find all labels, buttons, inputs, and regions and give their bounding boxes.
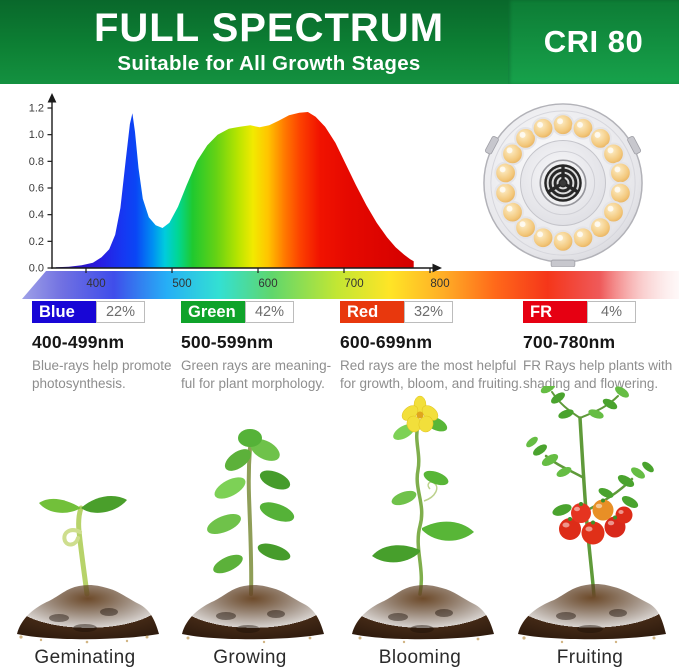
- fruiting-plant-illustration: [518, 386, 666, 644]
- band-column-fr: FR 4% 700-780nm FR Rays help plants with…: [523, 301, 679, 393]
- x-axis-arrow: [432, 263, 442, 273]
- svg-text:700: 700: [344, 278, 363, 290]
- svg-text:0.8: 0.8: [29, 156, 44, 168]
- svg-text:400: 400: [86, 278, 105, 290]
- bulb-rim-ring: [490, 110, 636, 256]
- green-description: Green rays are meaning-ful for plant mor…: [181, 358, 332, 391]
- svg-text:0.6: 0.6: [29, 183, 44, 195]
- band-column-blue: Blue 22% 400-499nm Blue-rays help promot…: [32, 301, 182, 393]
- green-bar-label: Green: [181, 301, 245, 323]
- green-percent-bar: Green 42%: [181, 301, 294, 323]
- svg-text:1.2: 1.2: [29, 103, 44, 115]
- germinating-plant-illustration: [17, 496, 159, 644]
- red-percent-bar: Red 32%: [340, 301, 453, 323]
- stage-label-growing: Growing: [213, 647, 287, 668]
- band-column-green: Green 42% 500-599nm Green rays are meani…: [181, 301, 341, 393]
- stage-fruiting: Fruiting: [504, 386, 676, 669]
- cri-badge-panel: CRI 80: [508, 0, 679, 84]
- fr-bar-percent: 4%: [587, 301, 636, 323]
- cri-badge: CRI 80: [543, 24, 644, 59]
- fr-bar-label: FR: [523, 301, 587, 323]
- svg-text:0.0: 0.0: [29, 263, 44, 275]
- chart-tick-labels: 0.0 0.2 0.4 0.6 0.8 1.0 1.2 400 500 600 700 800: [29, 103, 450, 290]
- stage-germinating: Geminating: [0, 386, 171, 669]
- header-banner: FULL SPECTRUM Suitable for All Growth St…: [0, 0, 679, 84]
- y-axis-arrow: [47, 93, 57, 103]
- stage-label-blooming: Blooming: [378, 647, 462, 668]
- spectrum-area: [55, 112, 414, 268]
- stage-growing: Growing: [164, 386, 336, 669]
- bulb-clips: [484, 136, 642, 267]
- fan-grille-icon: [539, 159, 587, 207]
- fr-range: 700-780nm: [523, 332, 616, 352]
- blooming-plant-illustration: [352, 395, 494, 644]
- red-bar-label: Red: [340, 301, 404, 323]
- yellow-flower: [401, 395, 439, 433]
- grow-light-product-image: [483, 103, 643, 267]
- green-bar-percent: 42%: [245, 301, 294, 323]
- blue-bar-label: Blue: [32, 301, 96, 323]
- svg-text:0.4: 0.4: [29, 209, 44, 221]
- band-column-red: Red 32% 600-699nm Red rays are the most …: [340, 301, 530, 393]
- green-range: 500-599nm: [181, 332, 274, 352]
- red-description: Red rays are the most helpful for growth,…: [340, 358, 523, 391]
- svg-text:800: 800: [430, 278, 449, 290]
- fr-percent-bar: FR 4%: [523, 301, 636, 323]
- fr-description: FR Rays help plants with shading and flow…: [523, 358, 673, 391]
- red-range: 600-699nm: [340, 332, 433, 352]
- growing-plant-illustration: [182, 429, 324, 644]
- stage-blooming: Blooming: [334, 386, 506, 669]
- rainbow-band: [22, 271, 679, 299]
- tomato-cluster: [559, 498, 633, 545]
- svg-text:600: 600: [258, 278, 277, 290]
- spectrum-chart: 0.0 0.2 0.4 0.6 0.8 1.0 1.2 400 500 600 700 800: [22, 93, 679, 299]
- page-title: FULL SPECTRUM: [93, 6, 445, 50]
- svg-text:1.0: 1.0: [29, 129, 44, 141]
- bulb-dome-ring: [530, 150, 596, 216]
- header-left-panel: FULL SPECTRUM Suitable for All Growth St…: [0, 0, 508, 84]
- blue-description: Blue-rays help promote photosynthesis.: [32, 358, 172, 391]
- svg-text:0.2: 0.2: [29, 236, 44, 248]
- stage-label-germinating: Geminating: [34, 647, 136, 668]
- blue-percent-bar: Blue 22%: [32, 301, 145, 323]
- page-subtitle: Suitable for All Growth Stages: [117, 52, 421, 75]
- stage-label-fruiting: Fruiting: [556, 647, 624, 668]
- svg-text:500: 500: [172, 278, 191, 290]
- blue-range: 400-499nm: [32, 332, 125, 352]
- blue-bar-percent: 22%: [96, 301, 145, 323]
- red-bar-percent: 32%: [404, 301, 453, 323]
- led-ring: [494, 113, 632, 253]
